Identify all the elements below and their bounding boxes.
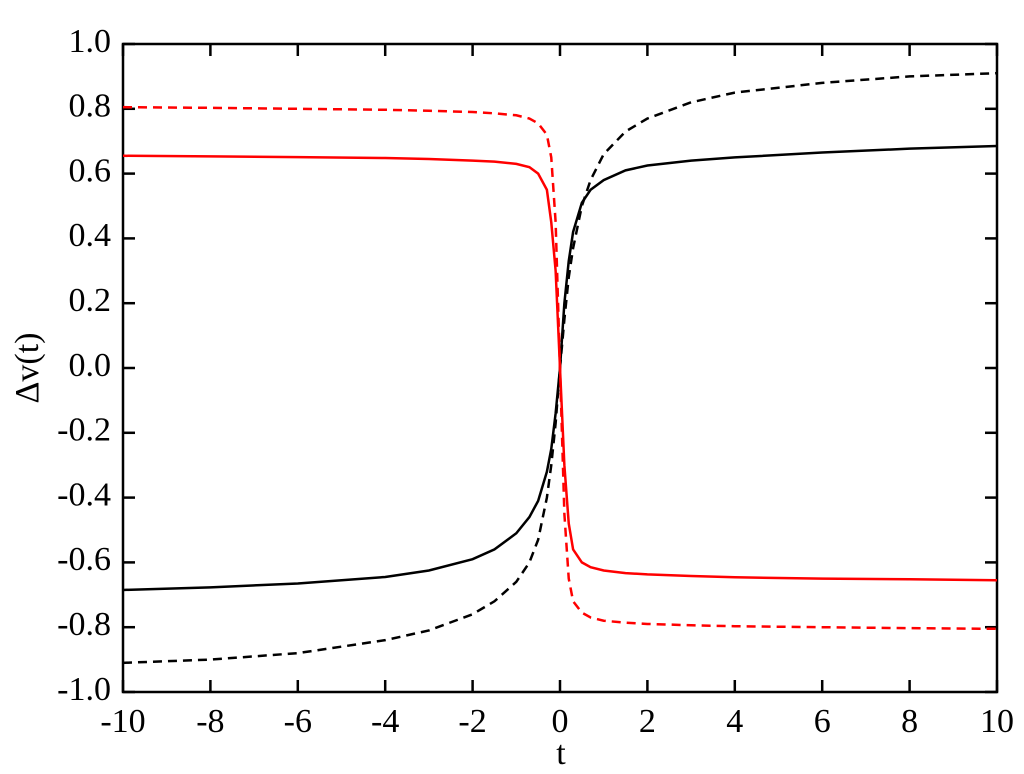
y-tick-label: -0.6 xyxy=(57,541,111,578)
x-tick-label: 4 xyxy=(726,703,743,740)
x-tick-label: 2 xyxy=(639,703,656,740)
y-tick-label: -0.4 xyxy=(57,476,111,513)
y-tick-label: -0.8 xyxy=(57,606,111,643)
series-line xyxy=(122,105,998,631)
x-tick-label: -8 xyxy=(196,703,224,740)
x-axis-label: t xyxy=(556,735,566,772)
x-tick-label: 10 xyxy=(980,703,1014,740)
y-tick-label: 0.0 xyxy=(69,347,112,384)
y-tick-label: 0.6 xyxy=(69,152,112,189)
y-tick-label: -1.0 xyxy=(57,671,111,708)
x-tick-label: -2 xyxy=(458,703,486,740)
x-tick-label: -4 xyxy=(371,703,399,740)
y-tick-label: 0.8 xyxy=(69,88,112,125)
x-tick-label: 8 xyxy=(901,703,918,740)
y-tick-label: 0.4 xyxy=(69,217,112,254)
x-tick-label: -10 xyxy=(100,703,145,740)
y-tick-label: -0.2 xyxy=(57,412,111,449)
x-tick-label: 0 xyxy=(552,703,569,740)
x-tick-label: 6 xyxy=(814,703,831,740)
x-tick-label: -6 xyxy=(284,703,312,740)
y-tick-label: 1.0 xyxy=(69,23,112,60)
y-axis-label: Δv(t) xyxy=(9,333,46,404)
y-tick-label: 0.2 xyxy=(69,282,112,319)
